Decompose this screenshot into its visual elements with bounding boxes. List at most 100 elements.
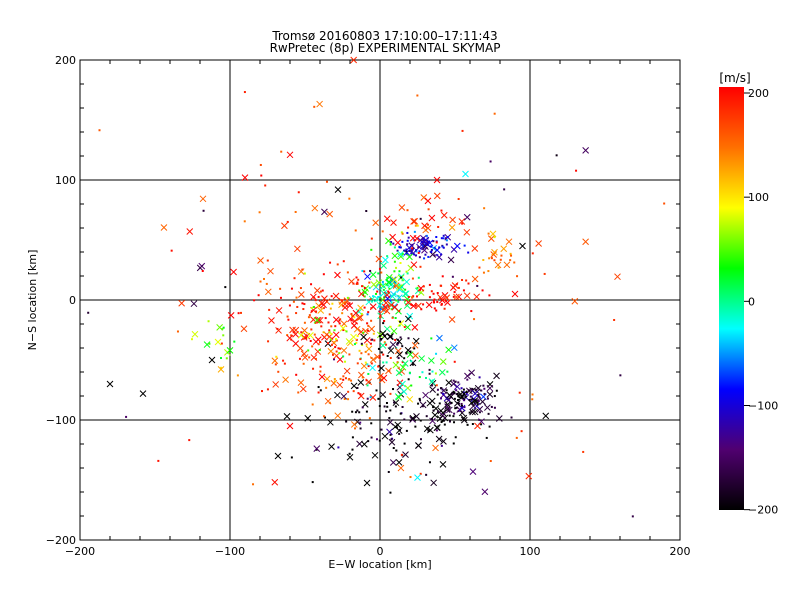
velocity-point	[389, 409, 392, 412]
velocity-point	[366, 363, 369, 366]
velocity-point	[295, 296, 298, 299]
velocity-x-marker	[424, 197, 432, 205]
velocity-point	[423, 257, 426, 260]
velocity-x-marker	[460, 390, 468, 398]
velocity-point	[422, 285, 425, 288]
velocity-point	[393, 270, 396, 273]
velocity-point	[430, 290, 433, 293]
velocity-x-marker	[332, 316, 340, 324]
velocity-point	[438, 246, 441, 249]
velocity-x-marker	[397, 320, 405, 327]
velocity-x-marker	[334, 391, 341, 399]
velocity-point	[340, 299, 343, 302]
velocity-point	[357, 278, 360, 281]
velocity-point	[266, 388, 269, 391]
velocity-point	[220, 357, 223, 360]
velocity-point	[418, 376, 421, 379]
velocity-point	[493, 112, 496, 115]
velocity-point	[370, 307, 373, 310]
velocity-point	[401, 252, 404, 255]
velocity-x-marker	[458, 218, 466, 225]
velocity-x-marker	[377, 372, 384, 380]
velocity-point	[493, 236, 496, 239]
velocity-point	[222, 334, 225, 337]
velocity-point	[325, 386, 328, 389]
velocity-x-marker	[380, 374, 388, 382]
velocity-point	[410, 252, 413, 255]
velocity-point	[240, 311, 243, 314]
velocity-x-marker	[401, 360, 409, 367]
velocity-point	[202, 209, 205, 212]
velocity-point	[338, 352, 341, 355]
velocity-x-marker	[489, 230, 497, 238]
velocity-point	[471, 388, 474, 391]
velocity-x-marker	[409, 414, 417, 422]
velocity-x-marker	[341, 304, 349, 311]
velocity-point	[518, 391, 521, 394]
velocity-point	[361, 269, 364, 272]
velocity-x-marker	[440, 438, 447, 445]
velocity-x-marker	[411, 341, 419, 349]
velocity-point	[510, 254, 513, 257]
velocity-point	[452, 379, 455, 382]
velocity-point	[411, 248, 414, 251]
velocity-point	[434, 372, 437, 375]
velocity-point	[421, 242, 424, 245]
velocity-point	[390, 301, 393, 304]
velocity-point	[389, 346, 392, 349]
velocity-x-marker	[391, 252, 399, 260]
velocity-point	[663, 202, 666, 205]
velocity-point	[342, 260, 345, 263]
velocity-point	[432, 409, 435, 412]
velocity-point	[435, 236, 438, 239]
velocity-point	[313, 333, 316, 336]
velocity-x-marker	[389, 293, 396, 300]
velocity-x-marker	[455, 293, 463, 301]
velocity-point	[328, 313, 331, 316]
velocity-point	[461, 222, 464, 225]
velocity-x-marker	[391, 276, 398, 283]
velocity-x-marker	[363, 479, 371, 487]
velocity-point	[337, 446, 340, 449]
velocity-point	[332, 358, 335, 361]
velocity-point	[410, 360, 413, 363]
velocity-x-marker	[542, 412, 550, 420]
velocity-x-marker	[397, 464, 405, 472]
velocity-point	[334, 338, 337, 341]
velocity-point	[497, 266, 500, 269]
velocity-x-marker	[443, 294, 451, 302]
velocity-point	[377, 296, 380, 299]
velocity-point	[425, 415, 428, 418]
velocity-x-marker	[473, 293, 481, 301]
velocity-point	[382, 283, 385, 286]
velocity-point	[297, 391, 300, 394]
velocity-point	[419, 217, 422, 220]
velocity-x-marker	[346, 302, 354, 309]
velocity-point	[329, 307, 332, 310]
velocity-point	[363, 306, 366, 309]
velocity-x-marker	[425, 301, 433, 309]
velocity-point	[303, 303, 306, 306]
velocity-point	[435, 352, 438, 355]
velocity-point	[455, 406, 458, 409]
velocity-point	[476, 403, 479, 406]
velocity-x-marker	[379, 330, 387, 337]
velocity-point	[477, 394, 480, 397]
velocity-x-marker	[431, 411, 439, 419]
velocity-point	[362, 331, 365, 334]
velocity-x-marker	[389, 276, 397, 284]
velocity-point	[336, 263, 339, 266]
velocity-point	[401, 279, 404, 282]
colorbar-tick-label: 200	[748, 87, 769, 100]
velocity-point	[376, 290, 379, 293]
velocity-x-marker	[340, 392, 348, 400]
colorbar-tick-label: 100	[748, 191, 769, 204]
velocity-x-marker	[471, 397, 479, 404]
velocity-point	[286, 220, 289, 223]
velocity-x-marker	[389, 459, 397, 466]
y-tick-label: 100	[55, 174, 76, 187]
velocity-point	[487, 232, 490, 235]
velocity-x-marker	[434, 424, 441, 431]
velocity-x-marker	[227, 311, 235, 319]
velocity-point	[440, 397, 443, 400]
